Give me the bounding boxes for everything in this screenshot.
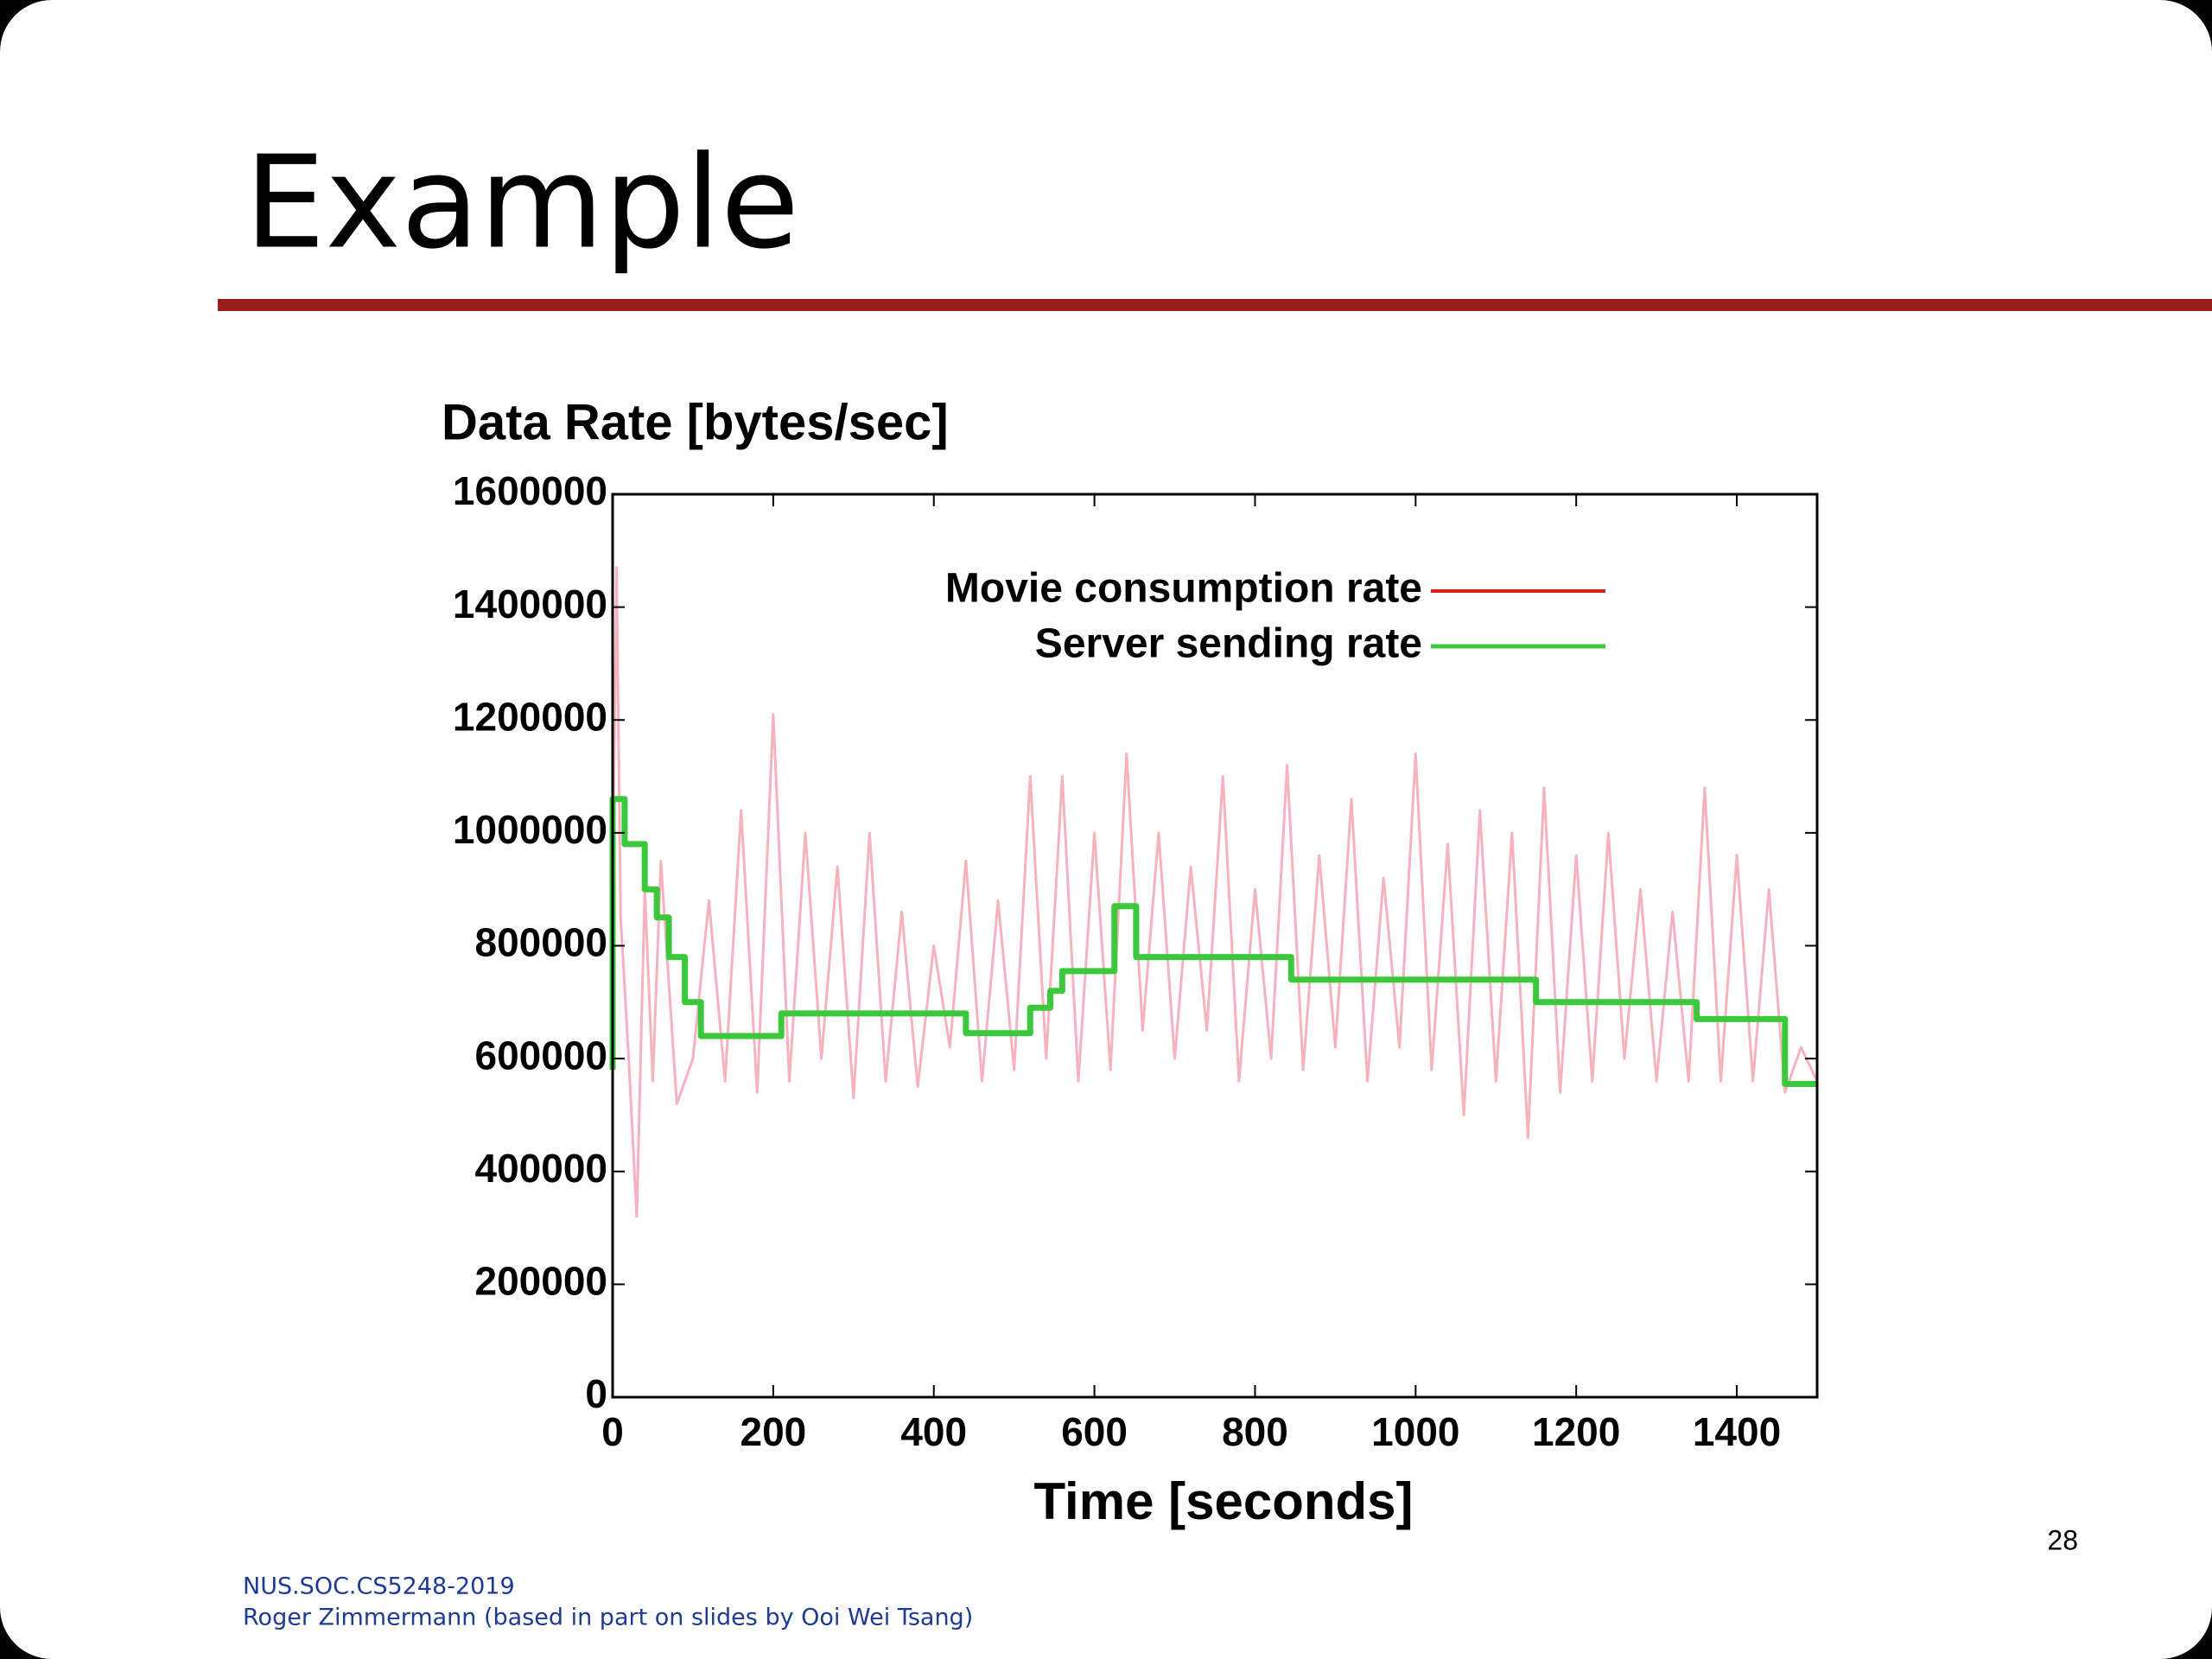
x-tick-label: 600 (1061, 1409, 1128, 1454)
x-tick-label: 800 (1222, 1409, 1288, 1454)
x-tick-label: 1400 (1693, 1409, 1781, 1454)
page-number: 28 (2047, 1524, 2078, 1555)
footer-course: NUS.SOC.CS5248-2019 (243, 1573, 515, 1600)
chart: Data Rate [bytes/sec]Time [seconds]02000… (442, 394, 1819, 1530)
legend-label: Movie consumption rate (945, 566, 1422, 612)
footer-author: Roger Zimmermann (based in part on slide… (243, 1605, 973, 1631)
plot-frame (611, 493, 1819, 1399)
x-tick-label: 1000 (1371, 1409, 1459, 1454)
y-tick-label: 1400000 (453, 582, 607, 626)
y-tick-label: 1000000 (453, 807, 607, 852)
slide-title: Example (245, 129, 799, 277)
x-tick-label: 400 (900, 1409, 967, 1454)
series-line (609, 796, 1817, 1087)
x-tick-label: 0 (601, 1409, 624, 1454)
y-tick-label: 200000 (475, 1259, 608, 1304)
x-tick-label: 200 (740, 1409, 806, 1454)
y-tick-label: 1600000 (453, 468, 607, 513)
y-tick-label: 0 (585, 1371, 607, 1416)
legend-label: Server sending rate (1035, 621, 1422, 667)
y-tick-label: 400000 (475, 1146, 608, 1191)
y-tick-label: 1200000 (453, 694, 607, 739)
x-axis-label: Time [seconds] (1033, 1472, 1413, 1530)
y-tick-label: 600000 (475, 1033, 608, 1077)
x-tick-label: 1200 (1532, 1409, 1620, 1454)
chart-title: Data Rate [bytes/sec] (442, 394, 949, 450)
title-rule (218, 299, 2212, 311)
series-line (611, 566, 1819, 1218)
y-tick-label: 800000 (475, 920, 608, 965)
